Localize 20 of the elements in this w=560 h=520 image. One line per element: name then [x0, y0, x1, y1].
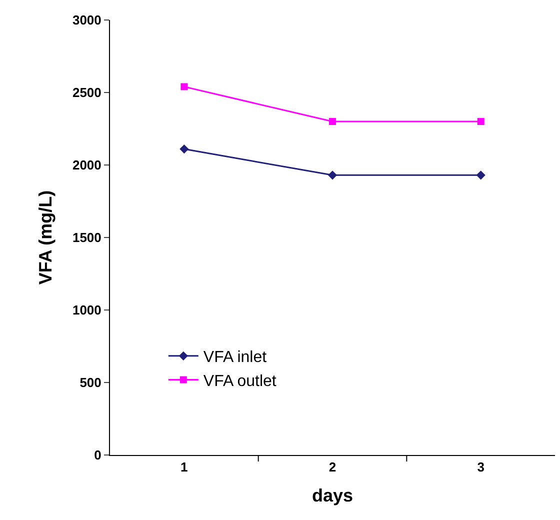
x-tick-label: 3: [477, 460, 484, 475]
legend-label: VFA inlet: [203, 349, 268, 366]
x-tick-label: 2: [328, 460, 336, 475]
point: [476, 170, 486, 180]
point: [180, 144, 189, 154]
y-tick-label: 2500: [72, 85, 102, 100]
legend-label: VFA outlet: [203, 372, 277, 390]
y-axis-title: VFA (mg/L): [36, 190, 56, 285]
point: [328, 170, 338, 180]
x-tick-label: 1: [180, 460, 188, 475]
y-tick-label: 500: [80, 375, 102, 390]
point: [477, 118, 484, 125]
y-tick-label: 2000: [72, 158, 102, 173]
point: [180, 83, 188, 90]
point: [329, 118, 336, 125]
y-tick-label: 3000: [72, 12, 102, 28]
x-axis-title: days: [312, 486, 354, 506]
y-tick-label: 1500: [72, 230, 102, 246]
y-tick-label: 0: [94, 448, 102, 463]
y-tick-label: 1000: [72, 302, 102, 318]
